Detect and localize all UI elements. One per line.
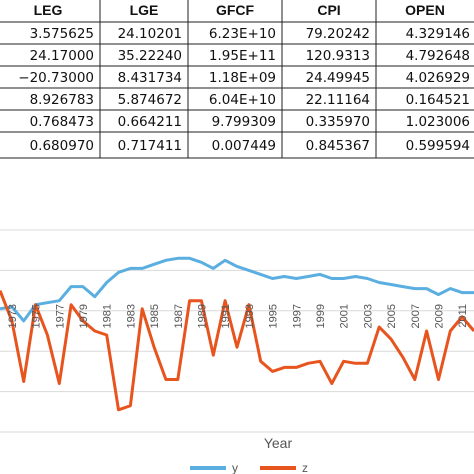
x-tick-label: 1977	[54, 304, 66, 328]
table-cell: 24.10201	[118, 26, 182, 42]
column-header-open: OPEN	[405, 2, 445, 18]
x-tick-label: 1993	[244, 304, 256, 328]
table-cell: 4.026929	[406, 70, 470, 86]
line-chart: 1973 1975 1977 1979 1981 1983 1985 1987 1989 1991…	[0, 229, 474, 474]
table-grid	[0, 0, 474, 159]
x-axis-label: Year	[264, 435, 293, 451]
column-header-leg: LEG	[34, 2, 63, 18]
table-cell: 1.18E+09	[209, 70, 276, 86]
x-tick-label: 1985	[149, 304, 161, 328]
table-cell: 3.575625	[30, 26, 94, 42]
table-cell: 1.95E+11	[209, 48, 276, 64]
table-cell: −20.73000	[18, 70, 94, 86]
x-tick-label: 1991	[220, 304, 232, 328]
x-axis-ticks: 1973 1975 1977 1979 1981 1983 1985 1987 1989 1991…	[7, 304, 469, 328]
legend-label-y: y	[232, 461, 238, 474]
table-cell: 22.11164	[306, 92, 370, 108]
series-line-z	[0, 290, 474, 412]
x-tick-label: 1981	[102, 304, 114, 328]
table-cell: 0.680970	[30, 138, 94, 154]
x-tick-label: 2003	[362, 304, 374, 328]
x-tick-label: 2007	[410, 304, 422, 328]
table-cell: 24.49945	[306, 70, 370, 86]
table-cell: 6.04E+10	[209, 92, 276, 108]
x-tick-label: 1983	[125, 304, 137, 328]
table-cell: 0.599594	[406, 138, 470, 154]
table-cell: 0.164521	[406, 92, 470, 108]
table-cell: 0.845367	[306, 138, 370, 154]
table-cell: 0.335970	[306, 114, 370, 130]
table-cell: 4.329146	[406, 26, 470, 42]
x-tick-label: 2001	[339, 304, 351, 328]
table-cell: 9.799309	[212, 114, 276, 130]
x-tick-label: 2009	[434, 304, 446, 328]
x-tick-label: 1979	[78, 304, 90, 328]
legend-label-z: z	[302, 461, 308, 474]
series-line-y	[0, 256, 474, 323]
x-tick-label: 1975	[31, 304, 43, 328]
x-tick-label: 1995	[268, 304, 280, 328]
table-cell: 1.023006	[406, 114, 470, 130]
table-cell: 8.431734	[118, 70, 182, 86]
statistics-table: LEG LGE GFCF CPI OPEN 3.575625 24.10201 …	[0, 0, 474, 159]
table-cell: 0.664211	[118, 114, 182, 130]
column-header-gfcf: GFCF	[216, 2, 255, 18]
table-cell: 0.768473	[30, 114, 94, 130]
x-tick-label: 1987	[173, 304, 185, 328]
chart-series	[0, 256, 474, 412]
table-cell: 24.17000	[30, 48, 94, 64]
table-cell: 5.874672	[118, 92, 182, 108]
table-cell: 35.22240	[118, 48, 182, 64]
x-tick-label: 2011	[457, 304, 469, 328]
table-cell: 0.717411	[118, 138, 182, 154]
x-tick-label: 1989	[196, 304, 208, 328]
x-tick-label: 1999	[315, 304, 327, 328]
table-cell: 0.007449	[212, 138, 276, 154]
table-cell: 120.9313	[306, 48, 370, 64]
table-cell: 4.792648	[406, 48, 470, 64]
x-tick-label: 1997	[291, 304, 303, 328]
table-cell: 79.20242	[306, 26, 370, 42]
x-tick-label: 2005	[386, 304, 398, 328]
table-cell: 6.23E+10	[209, 26, 276, 42]
table-cell: 8.926783	[30, 92, 94, 108]
x-tick-label: 1973	[7, 304, 19, 328]
column-header-lge: LGE	[130, 2, 159, 18]
chart-gridlines	[0, 229, 474, 433]
column-header-cpi: CPI	[317, 2, 340, 18]
